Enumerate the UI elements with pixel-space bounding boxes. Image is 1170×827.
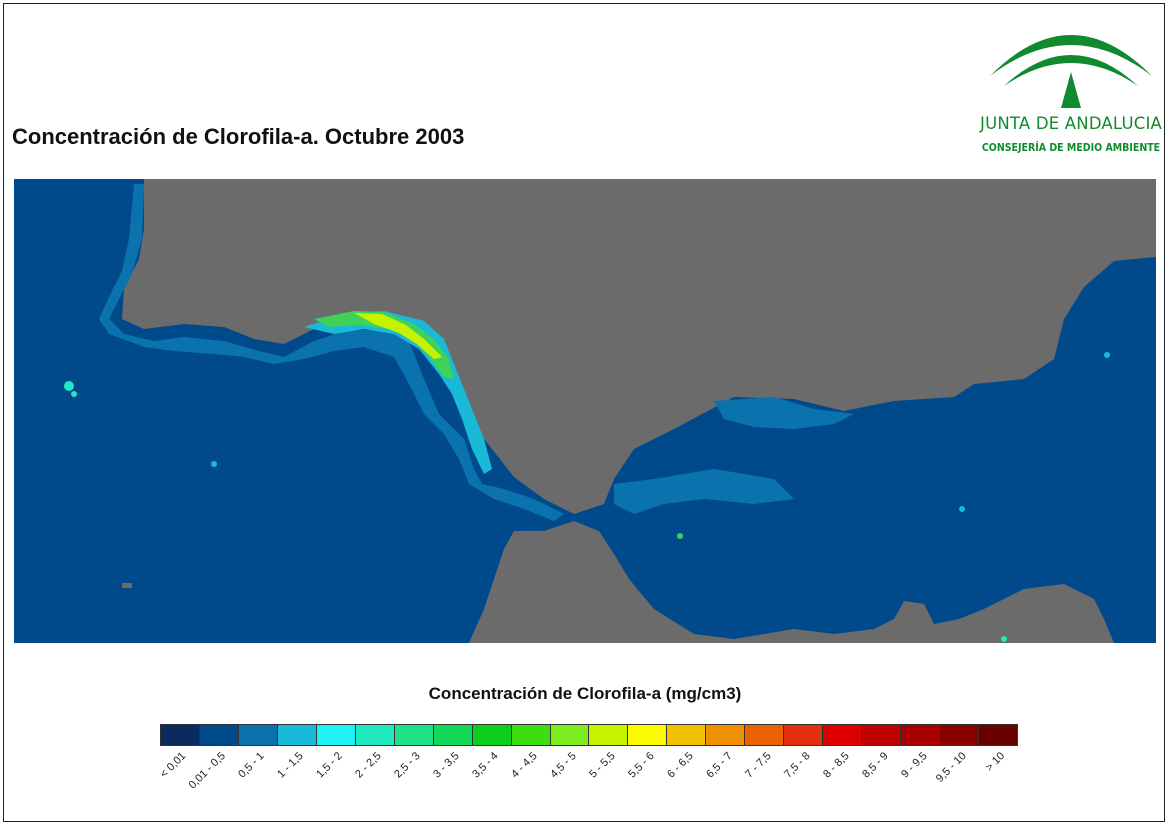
legend-swatch	[901, 725, 941, 745]
legend-label: 5,5 - 6	[625, 750, 657, 781]
hotspot	[1001, 636, 1007, 642]
legend-swatch	[628, 725, 668, 745]
hotspot	[64, 381, 74, 391]
legend-swatch	[199, 725, 239, 745]
legend-label: 9 - 9,5	[898, 750, 930, 781]
legend-label: 3,5 - 4	[469, 750, 501, 781]
legend-swatch	[511, 725, 551, 745]
legend-label: 0,01 - 0,5	[186, 750, 228, 792]
hotspot	[959, 506, 965, 512]
legend-label: > 10	[982, 750, 1007, 774]
legend-label: 6 - 6,5	[664, 750, 696, 781]
legend-swatch	[979, 725, 1017, 745]
legend-swatch	[277, 725, 317, 745]
legend-swatch	[394, 725, 434, 745]
legend-swatch	[823, 725, 863, 745]
coastal-band-alboran-north	[714, 397, 854, 429]
legend-swatch	[745, 725, 785, 745]
coastal-band-alboran	[614, 469, 794, 514]
legend-swatch	[706, 725, 746, 745]
legend-color-bar	[160, 724, 1018, 746]
coastal-band-cadiz-max	[354, 313, 442, 359]
legend-label: 0,5 - 1	[235, 750, 267, 781]
land-iberia	[122, 179, 1156, 514]
land-africa	[469, 521, 1114, 643]
page-title: Concentración de Clorofila-a. Octubre 20…	[12, 124, 465, 149]
legend-swatch	[862, 725, 902, 745]
legend-label: 7 - 7,5	[742, 750, 774, 781]
legend-label: 8 - 8,5	[820, 750, 852, 781]
figure-frame	[3, 3, 1165, 822]
logo-line-1: JUNTA DE ANDALUCIA	[980, 114, 1163, 133]
coastal-band-cadiz-peak	[314, 311, 454, 379]
legend-swatch	[472, 725, 512, 745]
legend-swatch	[667, 725, 707, 745]
legend-swatch	[550, 725, 590, 745]
legend-label: 2 - 2,5	[352, 750, 384, 781]
legend-label: 9,5 - 10	[933, 750, 969, 785]
legend-title: Concentración de Clorofila-a (mg/cm3)	[428, 684, 742, 703]
legend-swatch	[316, 725, 356, 745]
legend-label: 1,5 - 2	[313, 750, 345, 781]
coastal-band-cadiz-high	[304, 311, 492, 474]
chlorophyll-map	[14, 179, 1156, 643]
legend-swatch	[589, 725, 629, 745]
coastal-band-portugal	[99, 184, 564, 521]
legend-swatch	[940, 725, 980, 745]
legend-label: 2,5 - 3	[391, 750, 423, 781]
logo-line-2: CONSEJERÍA DE MEDIO AMBIENTE	[981, 142, 1161, 154]
hotspot	[71, 391, 77, 397]
legend-swatch	[161, 725, 200, 745]
hotspot	[211, 461, 217, 467]
legend-label: 8,5 - 9	[859, 750, 891, 781]
legend-label: 4,5 - 5	[547, 750, 579, 781]
junta-andalucia-logo-icon	[990, 35, 1152, 108]
legend-label: 6,5 - 7	[703, 750, 735, 781]
legend-swatch	[433, 725, 473, 745]
legend-label: 7,5 - 8	[781, 750, 813, 781]
legend-label: 1 - 1,5	[274, 750, 306, 781]
island	[122, 583, 132, 588]
hotspot	[677, 533, 683, 539]
legend-label: < 0,01	[157, 750, 188, 781]
legend-label: 5 - 5,5	[586, 750, 618, 781]
legend-label: 3 - 3,5	[430, 750, 462, 781]
legend-swatch	[355, 725, 395, 745]
legend-swatch	[784, 725, 824, 745]
legend-label: 4 - 4,5	[508, 750, 540, 781]
hotspot	[1104, 352, 1110, 358]
junta-andalucia-logo: JUNTA DE ANDALUCIA CONSEJERÍA DE MEDIO A…	[980, 14, 1162, 160]
legend-swatch	[238, 725, 278, 745]
